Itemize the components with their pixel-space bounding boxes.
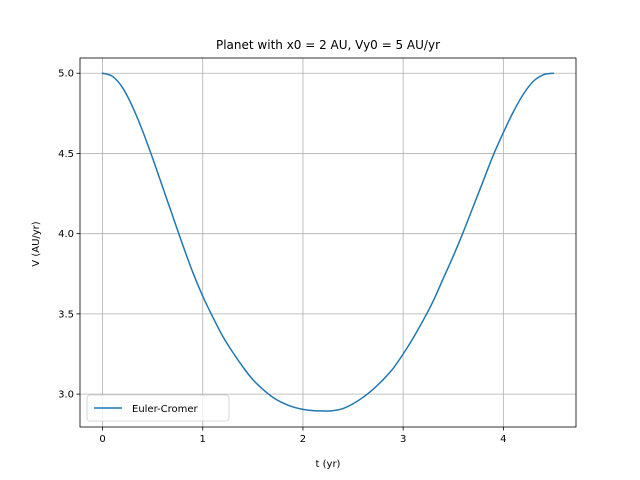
y-axis-label: V (AU/yr) <box>31 221 42 266</box>
chart-title: Planet with x0 = 2 AU, Vy0 = 5 AU/yr <box>216 38 440 52</box>
x-tick-label: 2 <box>300 434 306 445</box>
y-tick-label: 3.5 <box>58 309 74 320</box>
x-tick-label: 4 <box>500 434 506 445</box>
x-tick-label: 0 <box>99 434 105 445</box>
y-tick-label: 3.0 <box>58 390 74 401</box>
y-axis-ticks: 3.0 3.5 4.0 4.5 5.0 <box>58 69 80 401</box>
legend: Euler-Cromer <box>86 394 230 422</box>
x-axis-ticks: 0 1 2 3 4 <box>99 427 507 445</box>
axes-frame <box>79 57 577 428</box>
y-tick-label: 4.0 <box>58 229 74 240</box>
y-tick-label: 4.5 <box>58 149 74 160</box>
legend-box <box>86 394 230 422</box>
x-tick-label: 3 <box>400 434 406 445</box>
x-axis-label: t (yr) <box>316 459 341 470</box>
x-tick-label: 1 <box>200 434 206 445</box>
plot-area <box>101 72 555 412</box>
legend-label-euler-cromer: Euler-Cromer <box>132 404 199 415</box>
series-line-euler-cromer <box>101 72 555 412</box>
grid <box>80 58 576 427</box>
y-tick-label: 5.0 <box>58 69 74 80</box>
